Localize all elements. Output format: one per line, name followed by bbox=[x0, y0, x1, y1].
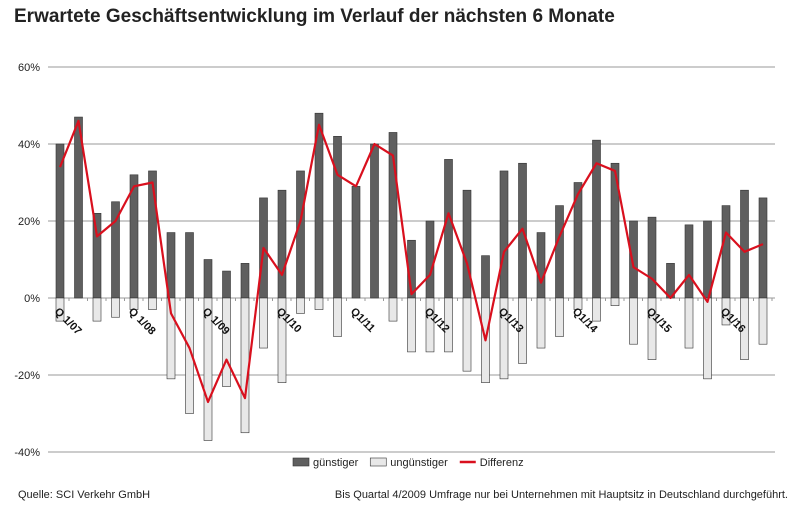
legend-swatch bbox=[292, 457, 310, 467]
x-tick-label: Q 1/08 bbox=[126, 306, 158, 338]
y-tick-label: -20% bbox=[14, 370, 40, 382]
legend-label: ungünstiger bbox=[390, 457, 448, 469]
bar-guenstiger bbox=[240, 263, 250, 299]
y-tick-label: 0% bbox=[24, 293, 40, 305]
bar-guenstiger bbox=[703, 220, 712, 299]
chart-title: Erwartete Geschäftsentwicklung im Verlau… bbox=[14, 6, 615, 27]
bar-unguenstiger bbox=[296, 297, 305, 314]
source-note: Quelle: SCI Verkehr GmbH bbox=[18, 489, 151, 501]
legend-swatch bbox=[369, 457, 387, 467]
bar-unguenstiger bbox=[555, 297, 564, 337]
bar-guenstiger bbox=[758, 197, 768, 299]
bar-unguenstiger bbox=[185, 297, 194, 414]
bar-unguenstiger bbox=[129, 297, 139, 310]
bar-unguenstiger bbox=[629, 297, 638, 345]
bar-unguenstiger bbox=[166, 297, 176, 380]
bar-unguenstiger bbox=[111, 297, 120, 318]
y-tick-label: 20% bbox=[18, 216, 40, 228]
bar-guenstiger bbox=[370, 143, 379, 299]
bar-unguenstiger bbox=[388, 297, 398, 322]
legend-label: günstiger bbox=[313, 457, 359, 469]
bar-unguenstiger bbox=[92, 297, 102, 322]
bar-unguenstiger bbox=[407, 297, 416, 353]
bar-guenstiger bbox=[555, 205, 564, 299]
bar-unguenstiger bbox=[259, 297, 268, 349]
bar-guenstiger bbox=[647, 216, 657, 299]
bar-guenstiger bbox=[740, 189, 749, 299]
y-tick-label: 60% bbox=[18, 62, 40, 74]
x-tick-label: Q 1/07 bbox=[52, 306, 84, 338]
bar-guenstiger bbox=[185, 232, 194, 299]
bar-guenstiger bbox=[425, 220, 435, 299]
bar-unguenstiger bbox=[55, 297, 65, 322]
y-tick-label: 40% bbox=[18, 139, 40, 151]
bar-unguenstiger bbox=[240, 297, 250, 434]
bar-guenstiger bbox=[629, 220, 638, 299]
bar-unguenstiger bbox=[610, 297, 620, 306]
bar-guenstiger bbox=[277, 189, 287, 299]
bar-unguenstiger bbox=[647, 297, 657, 360]
bar-guenstiger bbox=[74, 116, 83, 299]
bar-unguenstiger bbox=[721, 297, 731, 326]
bar-guenstiger bbox=[481, 255, 490, 299]
bar-unguenstiger bbox=[148, 297, 157, 310]
bar-unguenstiger bbox=[592, 297, 601, 322]
bar-unguenstiger bbox=[573, 297, 583, 310]
bar-guenstiger bbox=[721, 205, 731, 299]
bar-unguenstiger bbox=[462, 297, 472, 372]
bar-unguenstiger bbox=[536, 297, 546, 349]
bar-unguenstiger bbox=[444, 297, 453, 353]
bar-guenstiger bbox=[536, 232, 546, 299]
bar-guenstiger bbox=[684, 224, 694, 299]
bar-guenstiger bbox=[462, 189, 472, 299]
bar-guenstiger bbox=[296, 170, 305, 299]
bar-unguenstiger bbox=[425, 297, 435, 353]
bar-unguenstiger bbox=[277, 297, 287, 383]
x-tick-label: Q1/11 bbox=[348, 306, 377, 335]
bar-unguenstiger bbox=[203, 297, 213, 441]
footnote: Bis Quartal 4/2009 Umfrage nur bei Unter… bbox=[334, 489, 788, 501]
bar-unguenstiger bbox=[758, 297, 768, 345]
bar-guenstiger bbox=[92, 213, 102, 299]
bar-guenstiger bbox=[203, 259, 213, 299]
bar-unguenstiger bbox=[314, 297, 324, 310]
y-tick-label: -40% bbox=[14, 447, 40, 459]
legend-label: Differenz bbox=[480, 457, 524, 469]
bar-guenstiger bbox=[222, 270, 231, 299]
bar-unguenstiger bbox=[499, 297, 509, 380]
bar-guenstiger bbox=[444, 159, 453, 299]
bar-unguenstiger bbox=[333, 297, 342, 337]
bar-unguenstiger bbox=[684, 297, 694, 349]
line-differenz bbox=[58, 119, 764, 404]
bar-unguenstiger bbox=[703, 297, 712, 380]
bar-guenstiger bbox=[351, 186, 361, 299]
bar-guenstiger bbox=[499, 170, 509, 299]
bar-unguenstiger bbox=[518, 297, 527, 364]
bar-unguenstiger bbox=[740, 297, 749, 360]
bar-unguenstiger bbox=[222, 297, 231, 387]
bar-guenstiger bbox=[333, 136, 342, 299]
